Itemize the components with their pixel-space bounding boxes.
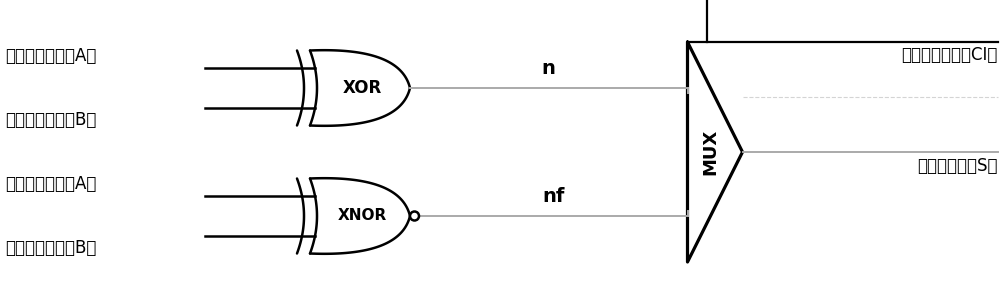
Text: XOR: XOR	[342, 79, 382, 97]
Text: 第一输入信号（A）: 第一输入信号（A）	[5, 47, 96, 65]
Text: 第三输入信号（CI）: 第三输入信号（CI）	[902, 46, 998, 64]
Text: XNOR: XNOR	[337, 208, 387, 223]
Circle shape	[410, 211, 419, 221]
Text: MUX: MUX	[701, 129, 719, 175]
Text: 和输出信号（S）: 和输出信号（S）	[918, 157, 998, 175]
Text: 第二输入信号（B）: 第二输入信号（B）	[5, 111, 96, 129]
Text: nf: nf	[542, 187, 564, 206]
Text: 第二输入信号（B）: 第二输入信号（B）	[5, 239, 96, 257]
Text: 第一输入信号（A）: 第一输入信号（A）	[5, 175, 96, 193]
Text: n: n	[542, 59, 556, 78]
